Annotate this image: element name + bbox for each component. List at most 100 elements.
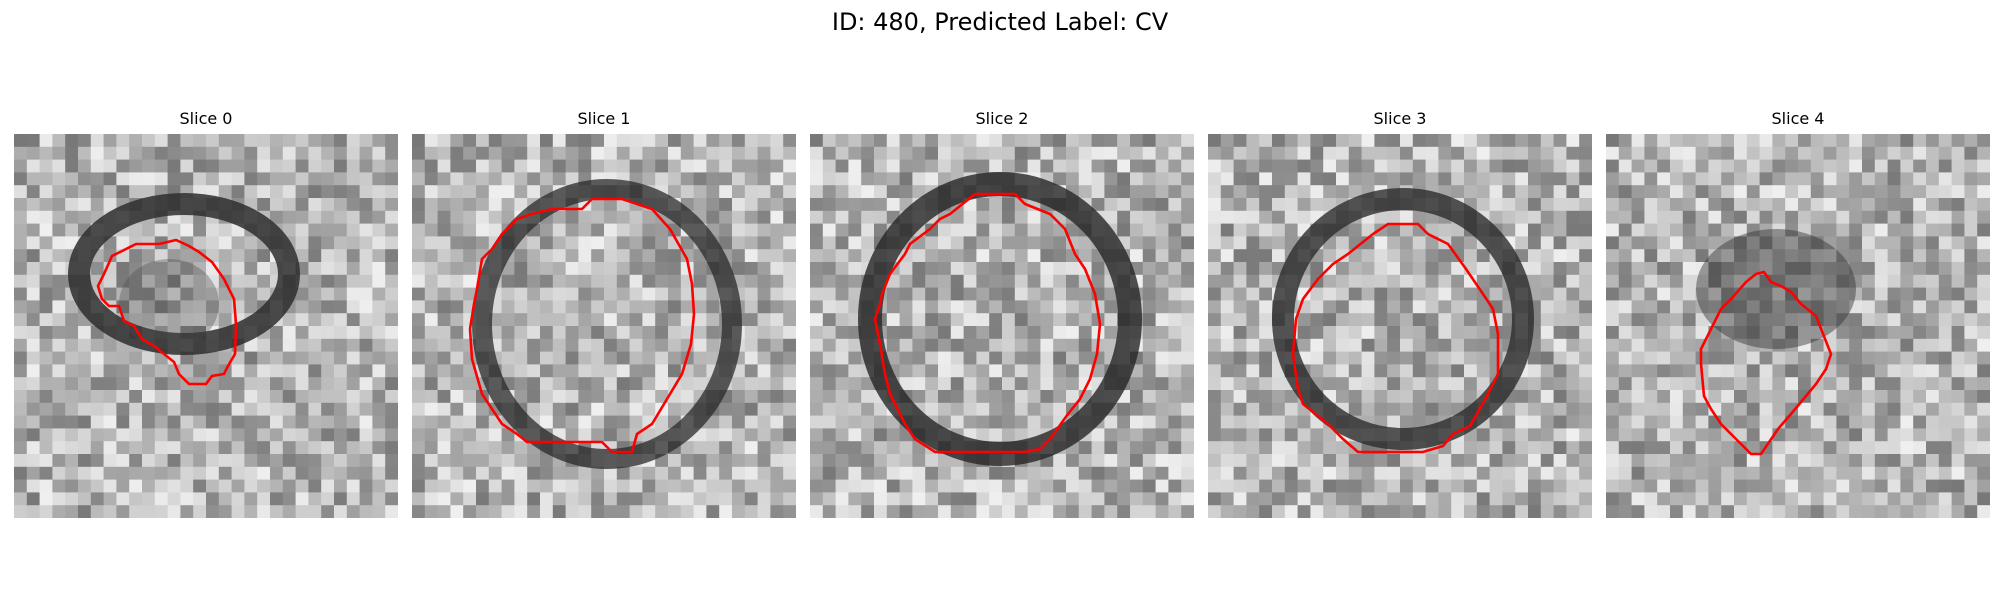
pixel-cell [1951,402,1965,417]
pixel-cell [822,377,837,391]
pixel-cell [938,415,952,429]
pixel-cell [848,172,862,186]
pixel-cell [14,505,28,518]
pixel-cell [359,454,373,468]
pixel-cell [925,351,939,365]
pixel-cell [270,441,284,455]
pixel-cell [1142,351,1157,365]
pixel-cell [1746,313,1761,327]
pixel-cell [976,402,990,417]
pixel-cell [270,505,284,518]
pixel-cell [1387,402,1401,417]
pixel-cell [116,351,130,365]
pixel-cell [540,415,554,429]
pixel-cell [1361,146,1375,161]
pixel-cell [1476,441,1491,455]
pixel-cell [129,223,143,237]
pixel-cell [527,287,541,301]
pixel-cell [1155,479,1169,493]
pixel-cell [1913,236,1927,250]
pixel-cell [668,479,682,493]
pixel-cell [732,262,746,276]
pixel-cell [1759,454,1773,468]
pixel-cell [1553,210,1567,225]
pixel-cell [835,300,849,314]
pixel-texture [1606,134,1990,518]
pixel-cell [488,210,503,225]
pixel-cell [604,402,618,417]
pixel-cell [1670,364,1684,378]
pixel-cell [578,262,592,276]
pixel-cell [372,377,386,391]
pixel-cell [552,492,567,506]
pixel-cell [1528,223,1542,237]
pixel-cell [1566,134,1580,148]
pixel-cell [912,479,926,493]
pixel-cell [1887,402,1901,417]
pixel-cell [1336,479,1350,493]
pixel-cell [1348,454,1363,468]
pixel-cell [886,479,901,493]
pixel-cell [1053,249,1067,263]
pixel-cell [116,428,130,442]
pixel-cell [321,185,335,199]
pixel-cell [963,415,977,429]
pixel-cell [437,300,451,314]
pixel-cell [218,172,233,186]
pixel-cell [963,492,977,506]
pixel-cell [1476,454,1491,468]
pixel-cell [1348,326,1363,340]
pixel-cell [1862,492,1876,506]
pixel-cell [1464,313,1478,327]
pixel-cell [706,146,720,161]
pixel-cell [552,236,567,250]
pixel-cell [1476,146,1491,161]
pixel-cell [1259,505,1273,518]
pixel-cell [295,134,309,148]
pixel-cell [655,236,669,250]
pixel-cell [501,492,515,506]
pixel-cell [783,159,796,173]
pixel-cell [668,364,682,378]
pixel-cell [1900,428,1914,442]
pixel-cell [1078,249,1093,263]
pixel-cell [744,415,759,429]
pixel-cell [385,146,398,161]
pixel-cell [231,390,245,404]
pixel-cell [861,198,875,212]
pixel-cell [1566,300,1580,314]
pixel-cell [1515,146,1529,161]
pixel-cell [1977,479,1990,493]
pixel-cell [1540,249,1555,263]
pixel-cell [1695,454,1709,468]
pixel-cell [732,377,746,391]
pixel-cell [1130,428,1144,442]
pixel-cell [848,377,862,391]
pixel-cell [1220,479,1235,493]
pixel-cell [1040,364,1054,378]
pixel-cell [1387,287,1401,301]
pixel-cell [822,505,837,518]
pixel-cell [1657,223,1671,237]
pixel-cell [1361,466,1375,481]
pixel-cell [1451,223,1465,237]
pixel-cell [680,505,695,518]
pixel-cell [372,185,386,199]
pixel-cell [39,313,53,327]
pixel-cell [282,390,297,404]
pixel-cell [1887,505,1901,518]
pixel-cell [412,274,426,289]
pixel-cell [142,415,156,429]
pixel-cell [14,479,28,493]
pixel-cell [693,338,707,353]
pixel-cell [257,262,271,276]
pixel-cell [861,172,875,186]
pixel-cell [308,274,322,289]
pixel-cell [1810,479,1825,493]
pixel-cell [90,505,105,518]
pixel-cell [899,351,913,365]
pixel-cell [1142,377,1157,391]
pixel-cell [372,428,386,442]
pixel-cell [886,454,901,468]
pixel-cell [1618,390,1633,404]
